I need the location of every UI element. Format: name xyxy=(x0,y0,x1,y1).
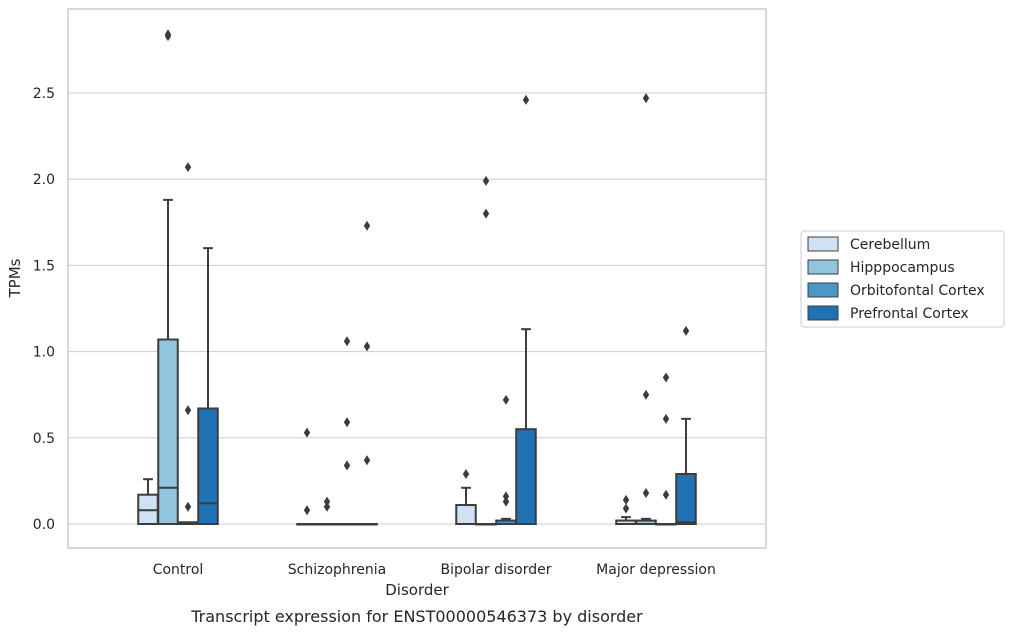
outlier-point xyxy=(184,405,192,416)
box xyxy=(336,336,358,526)
outlier-point xyxy=(642,93,650,104)
legend-label: Cerebellum xyxy=(850,237,930,253)
outlier-point xyxy=(184,501,192,512)
plot-frame xyxy=(67,8,767,549)
outlier-point xyxy=(502,394,510,405)
plot-background xyxy=(68,9,766,548)
outlier-point xyxy=(363,220,371,231)
box xyxy=(475,175,497,526)
box xyxy=(356,220,378,526)
legend-frame xyxy=(800,230,1005,328)
outlier-point xyxy=(662,489,670,500)
legend-label: Hipppocampus xyxy=(850,260,955,276)
x-axis-title: Disorder xyxy=(385,581,449,599)
y-tick-label: 0.0 xyxy=(33,517,55,533)
box-series xyxy=(137,29,697,526)
x-tick-label: Schizophrenia xyxy=(288,562,386,578)
outlier-point xyxy=(502,496,510,507)
outlier-point xyxy=(323,496,331,507)
outlier-point xyxy=(303,427,311,438)
outlier-point xyxy=(164,29,172,40)
outlier-point xyxy=(462,469,470,480)
outlier-point xyxy=(622,503,630,514)
x-tick-label: Bipolar disorder xyxy=(440,562,551,578)
box-body xyxy=(157,338,179,526)
x-tick-label: Control xyxy=(153,562,204,578)
outlier-point xyxy=(343,417,351,428)
box xyxy=(177,162,199,526)
box xyxy=(655,372,677,526)
outlier-point xyxy=(482,175,490,186)
box xyxy=(455,469,477,526)
x-axis-ticks: Control Schizophrenia Bipolar disorder Majo… xyxy=(153,562,716,578)
legend-swatch xyxy=(807,259,839,275)
outlier-point xyxy=(323,501,331,512)
y-tick-label: 0.5 xyxy=(33,431,55,447)
outlier-point xyxy=(363,341,371,352)
outlier-point xyxy=(343,460,351,471)
y-tick-label: 1.0 xyxy=(33,345,55,361)
box-body xyxy=(455,504,477,526)
legend: Cerebellum Hipppocampus Orbitofontal Corte… xyxy=(800,230,1005,328)
series-cerebellum xyxy=(137,427,637,526)
outlier-point xyxy=(482,208,490,219)
outlier-point xyxy=(303,505,311,516)
x-tick-label: Major depression xyxy=(596,562,716,578)
box-body xyxy=(197,407,219,526)
outlier-point xyxy=(522,94,530,105)
legend-label: Orbitofontal Cortex xyxy=(850,283,985,299)
y-axis-title: TPMs xyxy=(6,258,24,298)
legend-label: Prefrontal Cortex xyxy=(850,306,969,322)
box xyxy=(515,94,537,525)
y-tick-label: 2.0 xyxy=(33,172,55,188)
outlier-point xyxy=(662,372,670,383)
box-body xyxy=(675,473,697,525)
outlier-point xyxy=(502,491,510,502)
legend-swatch xyxy=(807,282,839,298)
box xyxy=(675,325,697,525)
box-body xyxy=(515,428,537,525)
outlier-point xyxy=(622,494,630,505)
y-axis-ticks: 0.0 0.5 1.0 1.5 2.0 2.5 xyxy=(33,86,55,533)
outlier-point xyxy=(343,336,351,347)
box xyxy=(635,93,657,526)
outlier-point xyxy=(682,325,690,336)
y-tick-label: 2.5 xyxy=(33,86,55,102)
box xyxy=(296,427,318,526)
outlier-point xyxy=(642,389,650,400)
outlier-point xyxy=(642,487,650,498)
outlier-point xyxy=(184,162,192,173)
series-orbitofontal-cortex xyxy=(177,162,677,526)
outlier-point xyxy=(662,413,670,424)
chart-caption: Transcript expression for ENST0000054637… xyxy=(190,607,643,626)
series-hipppocampus xyxy=(157,29,657,526)
series-prefrontal-cortex xyxy=(197,94,697,526)
box xyxy=(157,29,179,526)
box xyxy=(137,478,159,525)
box xyxy=(615,494,637,526)
outlier-point xyxy=(363,455,371,466)
y-tick-label: 1.5 xyxy=(33,258,55,274)
box xyxy=(316,496,338,526)
legend-swatch xyxy=(807,236,839,252)
box xyxy=(197,247,219,526)
legend-swatch xyxy=(807,305,839,321)
